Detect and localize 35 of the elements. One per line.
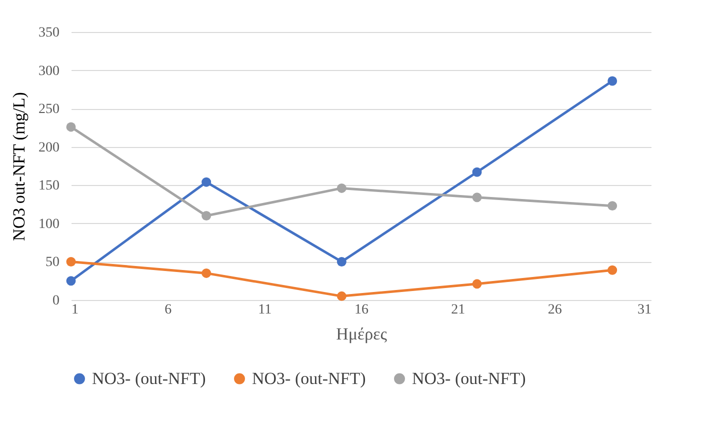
y-tick-label: 150: [38, 178, 60, 194]
point: [608, 76, 618, 86]
y-axis-title: NO3 out-NFT (mg/L): [10, 92, 28, 241]
x-tick-label: 11: [258, 302, 272, 318]
legend-label: NO3- (out-NFT): [412, 368, 526, 388]
y-tick-label: 300: [38, 64, 60, 79]
x-axis-title: Ημέρες: [336, 324, 388, 344]
legend-label: NO3- (out-NFT): [252, 368, 366, 388]
point: [66, 276, 76, 286]
point: [472, 279, 482, 289]
point: [336, 291, 346, 301]
point: [472, 192, 482, 202]
x-tick-label: 6: [164, 302, 172, 318]
x-tick-label: 26: [548, 302, 562, 318]
legend-label: NO3- (out-NFT): [92, 368, 206, 388]
y-tick-label: 100: [38, 216, 60, 232]
point: [608, 265, 618, 275]
y-tick-label: 250: [38, 102, 60, 118]
point: [66, 256, 76, 266]
point: [336, 183, 346, 193]
y-tick-label: 200: [38, 140, 60, 156]
point: [202, 211, 212, 221]
y-tick-label: 0: [52, 294, 60, 308]
point: [202, 177, 212, 187]
y-tick-label: 350: [38, 26, 60, 40]
x-tick-label: 16: [354, 302, 368, 318]
x-tick-label: 1: [72, 302, 78, 318]
point: [202, 268, 212, 278]
point: [336, 256, 346, 266]
x-tick-label: 21: [451, 302, 466, 318]
x-tick-label: 31: [638, 302, 652, 318]
y-tick-label: 50: [46, 255, 60, 270]
point: [472, 167, 482, 177]
point: [608, 201, 618, 211]
point: [66, 122, 76, 132]
